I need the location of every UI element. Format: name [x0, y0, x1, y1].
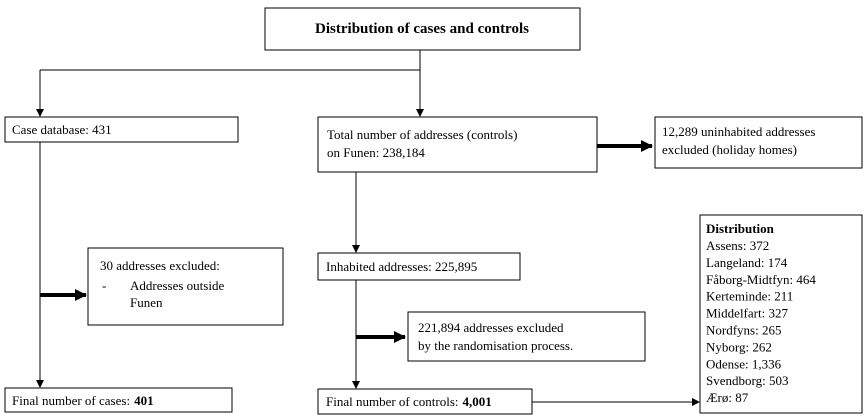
randomisation-line: by the randomisation process. — [418, 338, 573, 353]
bullet: - — [102, 278, 106, 293]
excluded-item: Funen — [130, 295, 163, 310]
distribution-item: Odense: 1,336 — [706, 356, 782, 371]
randomisation-line: 221,894 addresses excluded — [418, 320, 564, 335]
distribution-item: Fåborg-Midtfyn: 464 — [706, 272, 816, 287]
distribution-item: Nyborg: 262 — [706, 339, 772, 354]
final-cases: Final number of cases: 401 — [12, 393, 154, 408]
connectors — [36, 50, 700, 406]
final-cases-label: Final number of cases: — [12, 393, 130, 408]
inhabited: Inhabited addresses: 225,895 — [326, 259, 477, 274]
distribution-item: Middelfart: 327 — [706, 306, 788, 321]
final-controls-box — [317, 388, 533, 415]
distribution-heading: Distribution — [706, 221, 775, 236]
total-addresses-box — [317, 116, 598, 173]
title: Distribution of cases and controls — [315, 21, 529, 37]
distribution-box — [699, 214, 863, 414]
distribution-item: Svendborg: 503 — [706, 373, 788, 388]
distribution-item: Langeland: 174 — [706, 255, 788, 270]
case-database: Case database: 431 — [12, 122, 112, 137]
distribution-item: Nordfyns: 265 — [706, 323, 781, 338]
randomisation-box — [407, 311, 646, 362]
uninhabited-line: excluded (holiday homes) — [662, 142, 797, 157]
total-addresses-line: on Funen: 238,184 — [327, 145, 425, 160]
distribution-list: Assens: 372 Langeland: 174 Fåborg-Midtfyn:… — [706, 238, 816, 405]
total-addresses-line: Total number of addresses (controls) — [327, 127, 517, 142]
distribution-item: Ærø: 87 — [706, 390, 749, 405]
final-cases-box — [4, 387, 233, 413]
final-controls-label: Final number of controls: — [326, 394, 459, 409]
distribution-item: Assens: 372 — [706, 238, 769, 253]
uninhabited-line: 12,289 uninhabited addresses — [662, 124, 815, 139]
uninhabited-box — [654, 116, 863, 169]
final-controls: Final number of controls: 4,001 — [326, 394, 492, 409]
distribution-item: Kerteminde: 211 — [706, 289, 793, 304]
final-cases-value: 401 — [134, 393, 154, 408]
case-database-box — [4, 116, 239, 143]
title-box — [264, 7, 581, 51]
excluded-heading: 30 addresses excluded: — [100, 258, 220, 273]
excluded-outside-box — [87, 247, 284, 326]
final-controls-value: 4,001 — [463, 394, 492, 409]
inhabited-box — [317, 252, 521, 281]
excluded-item: Addresses outside — [130, 278, 224, 293]
